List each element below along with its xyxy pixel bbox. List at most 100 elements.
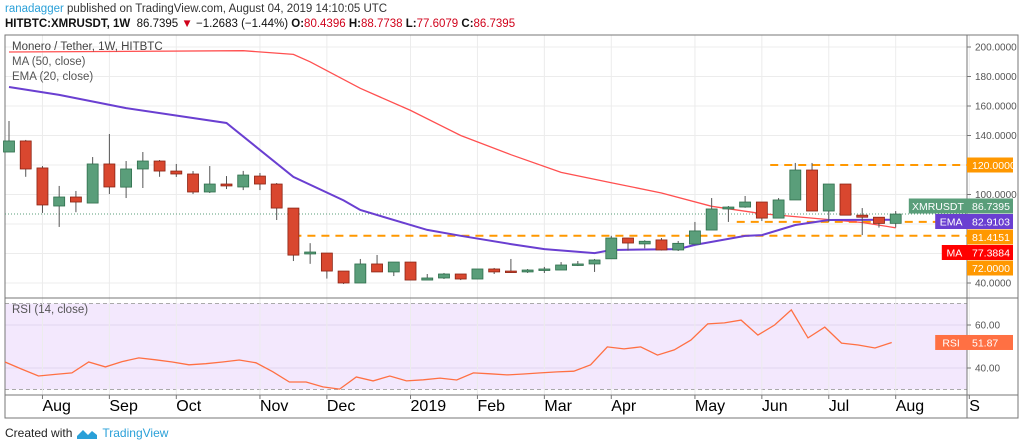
- candle: [120, 161, 133, 199]
- candle-body: [655, 239, 668, 251]
- candle: [320, 252, 333, 279]
- candle: [755, 201, 768, 222]
- candle: [70, 190, 82, 213]
- candle-body: [789, 169, 802, 201]
- price-tick-label: 180.0000: [975, 72, 1017, 83]
- close-value: 86.7395: [473, 18, 516, 30]
- legend-ma[interactable]: MA (50, close): [12, 56, 86, 68]
- candle: [337, 270, 350, 285]
- price-badge-value: 86.7395: [972, 201, 1010, 213]
- time-tick-label: Dec: [327, 398, 355, 415]
- price-badge-value: 72.0000: [972, 263, 1010, 275]
- candle: [371, 254, 383, 273]
- time-tick-label: Feb: [477, 398, 505, 415]
- time-tick-label: Oct: [176, 398, 201, 415]
- author-link[interactable]: ranadagger: [5, 3, 64, 15]
- legend-title: Monero / Tether, 1W, HITBTC: [12, 41, 163, 53]
- badge-name: EMA: [940, 217, 963, 229]
- chart-frame: [4, 34, 1019, 419]
- candle-body: [889, 213, 902, 224]
- candle-body: [571, 263, 584, 266]
- candle-body: [203, 183, 216, 193]
- tradingview-link[interactable]: TradingView: [102, 426, 169, 440]
- candle: [822, 183, 835, 222]
- candle: [387, 261, 400, 277]
- price-change: −1.2683 (−1.44%): [195, 18, 289, 30]
- candle: [153, 159, 166, 177]
- candle-body: [672, 242, 685, 251]
- candle-body: [538, 268, 551, 271]
- time-tick-label: Aug: [896, 398, 924, 415]
- last-price: 86.7395: [136, 18, 179, 30]
- candle: [404, 261, 417, 281]
- candle-body: [70, 196, 82, 203]
- down-arrow-icon: ▼: [181, 18, 193, 30]
- candle-body: [86, 163, 99, 204]
- candle-body: [806, 169, 818, 212]
- candle-body: [387, 261, 400, 273]
- candle-body: [504, 270, 517, 273]
- candle-body: [438, 273, 450, 279]
- price-tick-label: 160.0000: [975, 102, 1017, 113]
- candle: [354, 258, 367, 284]
- candle-body: [53, 196, 66, 207]
- time-tick-label: Jul: [829, 398, 849, 415]
- candle-body: [488, 268, 501, 273]
- rsi-band: [5, 303, 967, 390]
- candle: [889, 211, 902, 228]
- candle-body: [170, 170, 183, 175]
- price-badge: [967, 245, 1013, 260]
- candle-body: [471, 268, 484, 280]
- price-badge: [967, 198, 1013, 214]
- candle-body: [153, 160, 166, 172]
- candle-body: [588, 259, 601, 265]
- price-badge-value: 51.87: [972, 337, 998, 349]
- candle: [187, 171, 199, 195]
- candle: [571, 261, 584, 267]
- candle: [873, 216, 885, 228]
- candle: [454, 273, 467, 281]
- time-tick-label: Nov: [260, 398, 288, 415]
- candle-body: [638, 240, 651, 245]
- candle-body: [19, 140, 32, 170]
- candle: [86, 157, 99, 204]
- price-badge: [967, 334, 1013, 350]
- candle-body: [404, 261, 417, 281]
- price-badge: [967, 157, 1013, 173]
- candle-body: [220, 183, 233, 187]
- time-tick-label: Jun: [762, 398, 788, 415]
- candle: [270, 182, 283, 221]
- candle-body: [873, 216, 885, 224]
- candle-body: [839, 183, 852, 216]
- legend-ema[interactable]: EMA (20, close): [12, 71, 94, 83]
- ma50-line: [8, 50, 896, 229]
- price-badge-value: 120.0000: [972, 160, 1016, 172]
- price-badge: [967, 229, 1013, 245]
- candle: [220, 176, 233, 190]
- low-label: L:: [405, 18, 417, 30]
- candle: [638, 240, 651, 249]
- time-tick-label: Apr: [611, 398, 637, 415]
- candle-body: [337, 270, 350, 284]
- open-label: O:: [291, 18, 305, 30]
- rsi-line: [4, 308, 892, 390]
- candle-body: [120, 168, 133, 188]
- candle: [504, 258, 517, 273]
- chart-legend: Monero / Tether, 1W, HITBTC MA (50, clos…: [12, 40, 163, 85]
- candle: [806, 162, 818, 212]
- symbol-info: HITBTC:XMRUSDT, 1W 86.7395 ▼ −1.2683 (−1…: [5, 18, 515, 30]
- candle: [53, 185, 66, 227]
- candle-body: [354, 263, 367, 284]
- candle-body: [622, 237, 634, 244]
- candle: [3, 121, 15, 153]
- candle: [488, 267, 501, 275]
- time-tick-label: 2019: [411, 398, 447, 415]
- candle: [672, 240, 685, 251]
- price-tick-label: 140.0000: [975, 131, 1017, 142]
- candle-body: [3, 140, 15, 153]
- badge-name: MA: [947, 248, 963, 260]
- legend-rsi[interactable]: RSI (14, close): [12, 304, 89, 316]
- publish-info: ranadagger published on TradingView.com,…: [5, 3, 387, 15]
- price-badge: [967, 260, 1013, 276]
